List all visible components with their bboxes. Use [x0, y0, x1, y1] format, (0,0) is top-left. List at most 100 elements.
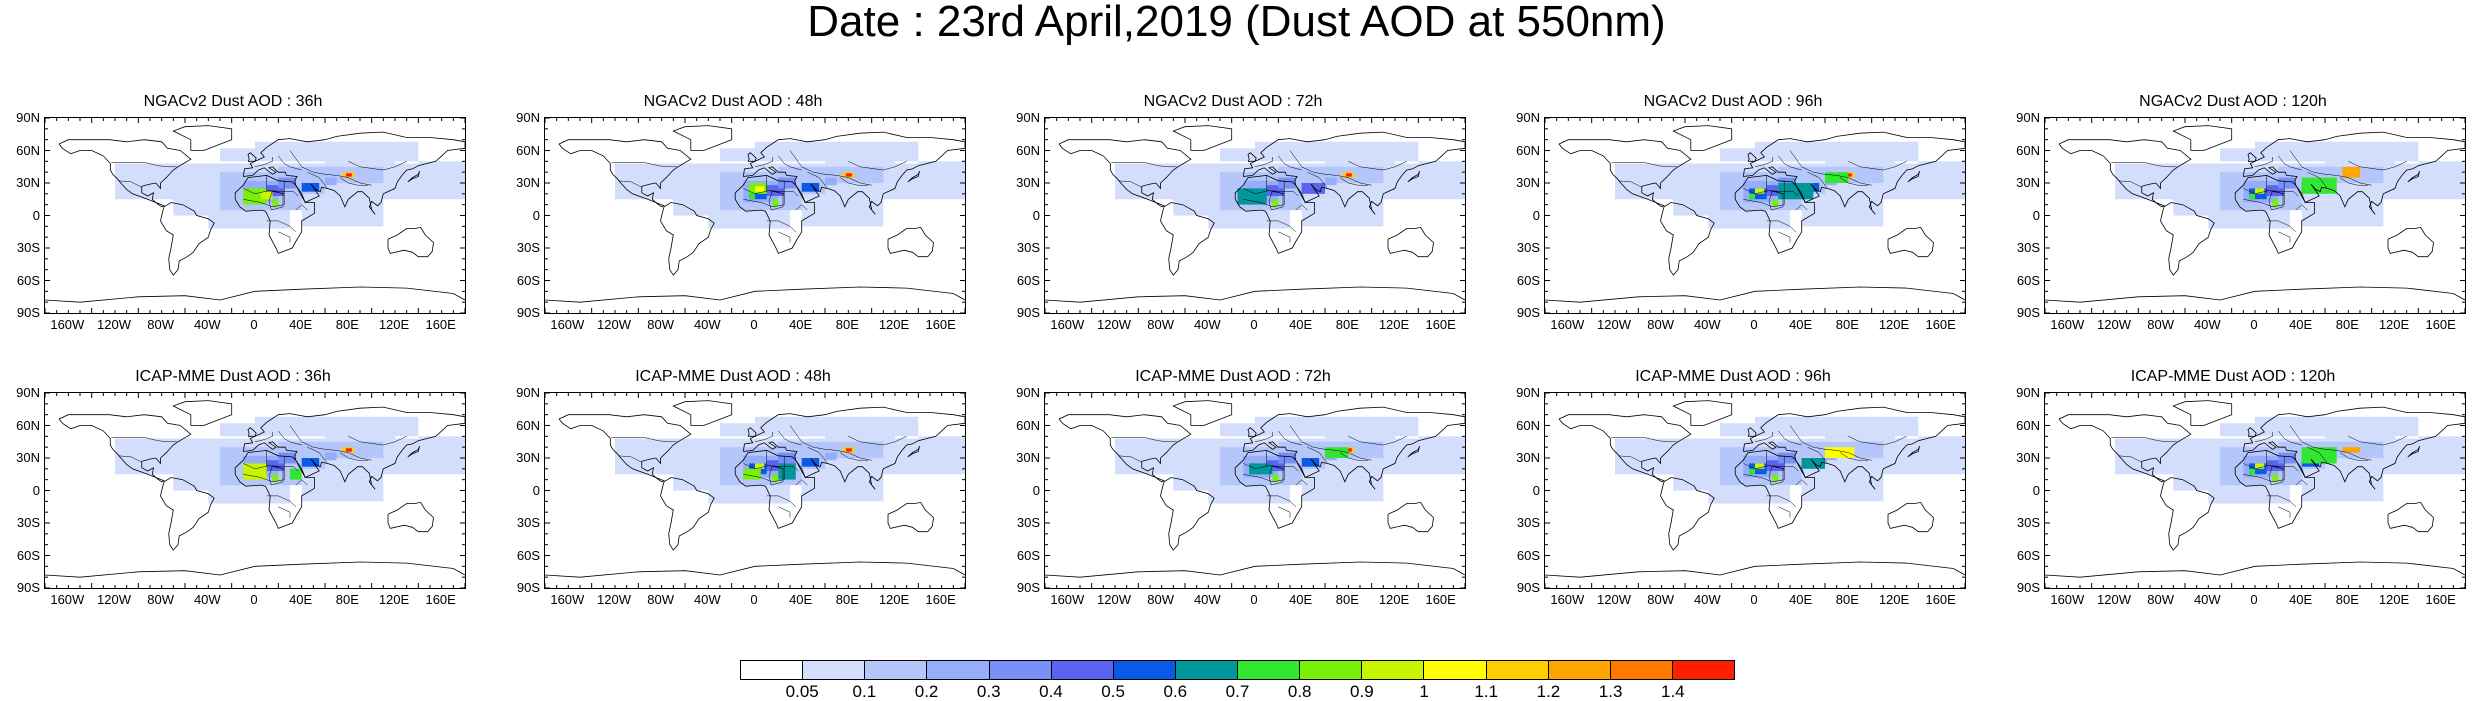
axis-ticks: [45, 118, 465, 313]
coastline: [2387, 226, 2434, 258]
country-border: [289, 150, 372, 186]
coastline: [1387, 501, 1434, 533]
country-border: [254, 432, 273, 443]
country-border: [2289, 150, 2372, 186]
country-borders: [1611, 425, 1907, 518]
latitude-tick-label: 90N: [516, 110, 540, 125]
longitude-tick-label: 80W: [1147, 317, 1175, 332]
country-border: [1254, 432, 1273, 443]
country-border: [1266, 220, 1296, 232]
aod-shading: [708, 210, 790, 229]
aod-field: [615, 416, 965, 504]
country-border: [1766, 495, 1796, 507]
aod-shading: [1272, 199, 1279, 207]
colorbar-tick-label: 0.5: [1101, 682, 1125, 701]
latitude-tick-label: 60S: [516, 547, 540, 563]
longitude-tick-label: 0: [1250, 592, 1258, 607]
aod-shading: [272, 199, 279, 207]
colorbar-tick-label: 0.1: [852, 682, 877, 701]
longitude-tick-label: 120W: [1597, 592, 1631, 607]
aod-shading: [2301, 177, 2337, 194]
aod-field: [1115, 141, 1465, 229]
coastline: [1545, 286, 1965, 303]
dust-aod-map: [45, 393, 465, 588]
map-panel: ICAP-MME Dust AOD : 120h 90N 60N 30N 0 30S 60S…: [2000, 367, 2466, 610]
longitude-tick-label: 40E: [289, 317, 313, 332]
aod-shading: [418, 436, 465, 450]
aod-shading: [1325, 447, 1349, 458]
coastline: [172, 400, 233, 426]
map-plot-area: [44, 117, 466, 314]
coastline: [1907, 445, 1920, 458]
map-panel: ICAP-MME Dust AOD : 48h 90N 60N 30N 0 30S 60S 9…: [500, 367, 966, 610]
aod-shading: [743, 468, 761, 480]
country-border: [778, 155, 802, 171]
coastline: [1160, 202, 1215, 276]
longitude-tick-label: 120W: [2097, 317, 2131, 332]
latitude-tick-label: 90S: [516, 305, 540, 320]
aod-shading: [1266, 185, 1285, 196]
aod-shading: [1418, 436, 1465, 450]
longitude-tick-label: 120E: [2378, 317, 2410, 332]
latitude-tick-label: 60N: [1016, 142, 1040, 158]
latitude-tick-label: 60N: [2016, 142, 2040, 158]
coastline: [1387, 226, 1434, 258]
dust-aod-map: [2045, 393, 2465, 588]
latitude-tick-label: 30N: [2016, 175, 2040, 190]
country-border: [2268, 465, 2284, 486]
aod-shading: [1301, 183, 1325, 194]
latitude-tick-label: 0: [1532, 207, 1540, 223]
aod-shading: [260, 191, 273, 200]
country-border: [1118, 180, 1142, 188]
aod-shading: [2418, 161, 2465, 175]
country-border: [1743, 463, 1785, 483]
latitude-tick-label: 90S: [2016, 580, 2040, 595]
aod-shading: [325, 452, 337, 461]
coastline: [1242, 406, 1465, 490]
country-borders: [2111, 425, 2407, 518]
aod-shading: [346, 448, 352, 452]
coastline: [1242, 131, 1465, 215]
map-panel: ICAP-MME Dust AOD : 72h 90N 60N 30N 0 30S 60S 9…: [1000, 367, 1466, 610]
country-border: [778, 430, 802, 446]
country-border: [1268, 465, 1284, 486]
country-border: [1289, 425, 1372, 461]
longitude-tick-label: 120W: [1097, 317, 1131, 332]
country-border: [2295, 479, 2308, 486]
colorbar-tick-label: 1.1: [1474, 682, 1499, 701]
country-border: [768, 190, 784, 211]
country-border: [1768, 465, 1784, 486]
country-borders: [1111, 150, 1407, 243]
aod-shading: [325, 177, 337, 186]
country-border: [754, 157, 773, 168]
country-border: [254, 157, 273, 168]
coastline: [1234, 449, 1315, 529]
longitude-tick-label: 80W: [647, 317, 675, 332]
aod-shading: [2255, 463, 2265, 469]
longitude-tick-label: 120W: [97, 592, 131, 607]
coastline: [1172, 400, 1233, 426]
latitude-tick-label: 30S: [2016, 240, 2040, 255]
aod-shading: [1825, 430, 1895, 439]
colorbar-tick-label: 0.7: [1225, 682, 1250, 701]
latitude-tick-label: 90N: [516, 385, 540, 400]
longitude-tick-label: 160W: [2050, 317, 2085, 332]
country-border: [1278, 430, 1302, 446]
country-border: [2243, 188, 2285, 208]
longitude-tick-label: 0: [750, 592, 758, 607]
aod-shading: [1801, 199, 1884, 227]
country-border: [268, 465, 284, 486]
aod-shading: [208, 485, 290, 504]
aod-shading: [2220, 423, 2325, 437]
longitude-tick-label: 40W: [193, 592, 221, 607]
latitude-tick-label: 60N: [1516, 417, 1540, 433]
colorbar-swatch: [741, 661, 804, 679]
map-panel: NGACv2 Dust AOD : 48h 90N 60N 30N 0 30S 60S 90S…: [500, 92, 966, 335]
country-border: [1254, 157, 1273, 168]
country-border: [840, 177, 869, 186]
aod-shading: [2255, 188, 2265, 194]
coastline: [558, 139, 692, 208]
longitude-tick-label: 80W: [2147, 592, 2175, 607]
panel-title: ICAP-MME Dust AOD : 36h: [135, 368, 331, 385]
longitude-tick-label: 80W: [1647, 592, 1675, 607]
